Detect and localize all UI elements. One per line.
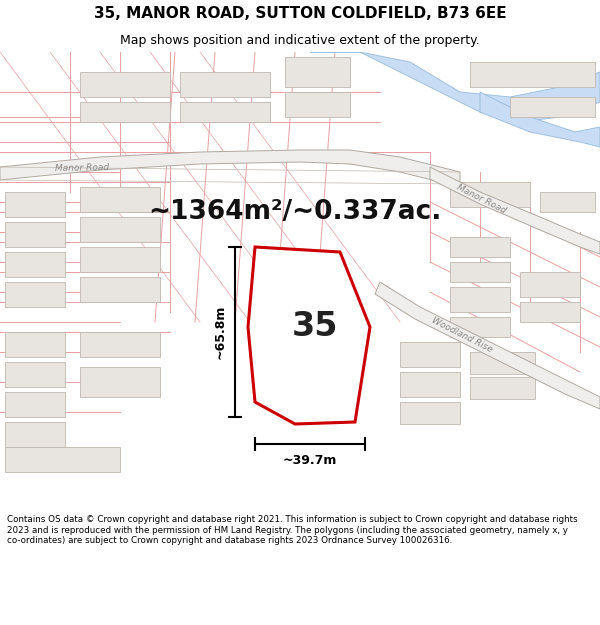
Polygon shape: [450, 262, 510, 282]
Polygon shape: [180, 72, 270, 97]
Polygon shape: [520, 272, 580, 297]
Text: Manor Road: Manor Road: [55, 163, 109, 173]
Polygon shape: [5, 362, 65, 387]
Text: Manor Road: Manor Road: [455, 182, 508, 215]
Text: Contains OS data © Crown copyright and database right 2021. This information is : Contains OS data © Crown copyright and d…: [7, 516, 578, 545]
Polygon shape: [5, 192, 65, 217]
Polygon shape: [430, 167, 600, 254]
Text: Map shows position and indicative extent of the property.: Map shows position and indicative extent…: [120, 34, 480, 47]
Text: 35, MANOR ROAD, SUTTON COLDFIELD, B73 6EE: 35, MANOR ROAD, SUTTON COLDFIELD, B73 6E…: [94, 6, 506, 21]
Polygon shape: [5, 282, 65, 307]
Polygon shape: [450, 317, 510, 337]
Polygon shape: [5, 447, 120, 472]
Polygon shape: [480, 92, 600, 147]
Polygon shape: [400, 402, 460, 424]
Text: ~39.7m: ~39.7m: [283, 454, 337, 467]
Polygon shape: [5, 252, 65, 277]
Polygon shape: [450, 182, 530, 207]
Polygon shape: [520, 302, 580, 322]
Text: Woodland Rise: Woodland Rise: [430, 316, 494, 354]
Text: ~1364m²/~0.337ac.: ~1364m²/~0.337ac.: [148, 199, 442, 225]
Polygon shape: [285, 92, 350, 117]
Polygon shape: [450, 237, 510, 257]
Polygon shape: [400, 372, 460, 397]
Polygon shape: [400, 342, 460, 367]
Polygon shape: [80, 367, 160, 397]
Polygon shape: [248, 247, 370, 424]
Polygon shape: [470, 62, 595, 87]
Polygon shape: [80, 72, 170, 97]
Polygon shape: [285, 57, 350, 87]
Polygon shape: [80, 187, 160, 212]
Polygon shape: [310, 52, 600, 122]
Polygon shape: [510, 97, 595, 117]
Polygon shape: [540, 192, 595, 212]
Polygon shape: [80, 277, 160, 302]
Polygon shape: [5, 222, 65, 247]
Polygon shape: [80, 247, 160, 272]
Polygon shape: [5, 332, 65, 357]
Polygon shape: [5, 422, 65, 447]
Polygon shape: [5, 392, 65, 417]
Text: 35: 35: [292, 311, 338, 344]
Polygon shape: [0, 150, 460, 184]
Polygon shape: [470, 377, 535, 399]
Polygon shape: [375, 282, 600, 409]
Polygon shape: [470, 352, 535, 374]
Polygon shape: [180, 102, 270, 122]
Polygon shape: [80, 102, 170, 122]
Polygon shape: [80, 332, 160, 357]
Polygon shape: [80, 217, 160, 242]
Text: ~65.8m: ~65.8m: [214, 305, 227, 359]
Polygon shape: [450, 287, 510, 312]
